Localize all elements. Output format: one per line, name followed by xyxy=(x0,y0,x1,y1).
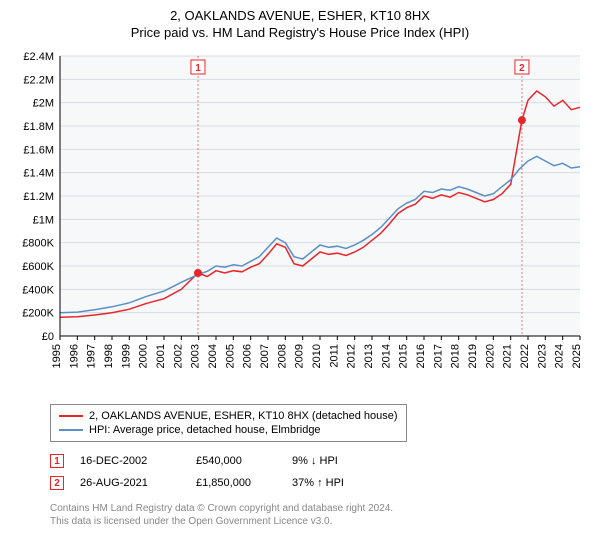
sale-hpi-delta: 9% ↓ HPI xyxy=(292,455,338,467)
svg-text:£400K: £400K xyxy=(22,284,54,296)
svg-text:£2M: £2M xyxy=(33,98,54,110)
legend-swatch xyxy=(59,429,83,431)
svg-text:2016: 2016 xyxy=(415,344,427,368)
sale-hpi-delta: 37% ↑ HPI xyxy=(292,477,344,489)
svg-text:1: 1 xyxy=(195,63,201,74)
footer-attribution: Contains HM Land Registry data © Crown c… xyxy=(50,502,590,528)
legend-swatch xyxy=(59,415,83,417)
sale-marker-badge: 2 xyxy=(50,476,64,490)
sales-table: 1 16-DEC-2002 £540,000 9% ↓ HPI 2 26-AUG-2021… xyxy=(50,450,590,494)
svg-text:£600K: £600K xyxy=(22,261,54,273)
svg-text:2006: 2006 xyxy=(242,344,254,368)
svg-text:2007: 2007 xyxy=(259,344,271,368)
legend-label: 2, OAKLANDS AVENUE, ESHER, KT10 8HX (det… xyxy=(89,410,398,422)
sale-marker-badge: 1 xyxy=(50,454,64,468)
sale-date: 26-AUG-2021 xyxy=(80,477,180,489)
svg-text:£1.8M: £1.8M xyxy=(23,121,54,133)
svg-text:2011: 2011 xyxy=(328,344,340,368)
svg-text:£800K: £800K xyxy=(22,238,54,250)
svg-text:£1.6M: £1.6M xyxy=(23,144,54,156)
svg-text:1999: 1999 xyxy=(120,344,132,368)
svg-text:2008: 2008 xyxy=(276,344,288,368)
svg-text:£0: £0 xyxy=(42,331,54,343)
svg-text:1998: 1998 xyxy=(103,344,115,368)
sale-row: 1 16-DEC-2002 £540,000 9% ↓ HPI xyxy=(50,450,590,472)
svg-text:2019: 2019 xyxy=(467,344,479,368)
svg-text:2025: 2025 xyxy=(571,344,583,368)
svg-text:2004: 2004 xyxy=(207,344,219,368)
chart-title-line1: 2, OAKLANDS AVENUE, ESHER, KT10 8HX xyxy=(10,8,590,23)
legend-item: HPI: Average price, detached house, Elmb… xyxy=(59,423,398,437)
svg-text:2: 2 xyxy=(519,63,525,74)
svg-text:£2.2M: £2.2M xyxy=(23,74,54,86)
footer-line1: Contains HM Land Registry data © Crown c… xyxy=(50,502,590,515)
svg-text:£1M: £1M xyxy=(33,214,54,226)
sale-price: £540,000 xyxy=(196,455,276,467)
svg-text:£1.2M: £1.2M xyxy=(23,191,54,203)
legend-label: HPI: Average price, detached house, Elmb… xyxy=(89,424,321,436)
svg-text:2000: 2000 xyxy=(138,344,150,368)
svg-text:1995: 1995 xyxy=(51,344,63,368)
svg-text:2022: 2022 xyxy=(519,344,531,368)
price-chart-svg: £0 £200K £400K £600K £800K £1M £1.2M £1.4M £1.6M… xyxy=(10,46,590,396)
svg-text:2001: 2001 xyxy=(155,344,167,368)
svg-text:2023: 2023 xyxy=(536,344,548,368)
svg-text:£1.4M: £1.4M xyxy=(23,168,54,180)
sale-price: £1,850,000 xyxy=(196,477,276,489)
footer-line2: This data is licensed under the Open Gov… xyxy=(50,515,590,528)
sale-date: 16-DEC-2002 xyxy=(80,455,180,467)
chart-area: £0 £200K £400K £600K £800K £1M £1.2M £1.4M £1.6M… xyxy=(10,46,590,396)
svg-text:£200K: £200K xyxy=(22,308,54,320)
svg-text:2010: 2010 xyxy=(311,344,323,368)
legend-item: 2, OAKLANDS AVENUE, ESHER, KT10 8HX (det… xyxy=(59,409,398,423)
svg-text:2012: 2012 xyxy=(346,344,358,368)
chart-title-block: 2, OAKLANDS AVENUE, ESHER, KT10 8HX Pric… xyxy=(10,8,590,40)
svg-text:2005: 2005 xyxy=(224,344,236,368)
svg-text:2013: 2013 xyxy=(363,344,375,368)
sale-row: 2 26-AUG-2021 £1,850,000 37% ↑ HPI xyxy=(50,472,590,494)
svg-text:2014: 2014 xyxy=(380,344,392,368)
svg-text:1996: 1996 xyxy=(68,344,80,368)
svg-text:1997: 1997 xyxy=(86,344,98,368)
svg-text:2002: 2002 xyxy=(172,344,184,368)
svg-text:2021: 2021 xyxy=(502,344,514,368)
chart-title-line2: Price paid vs. HM Land Registry's House … xyxy=(10,25,590,40)
svg-text:2018: 2018 xyxy=(450,344,462,368)
svg-text:2003: 2003 xyxy=(190,344,202,368)
svg-text:2015: 2015 xyxy=(398,344,410,368)
legend: 2, OAKLANDS AVENUE, ESHER, KT10 8HX (det… xyxy=(50,404,407,442)
svg-text:£2.4M: £2.4M xyxy=(23,51,54,63)
svg-text:2017: 2017 xyxy=(432,344,444,368)
svg-text:2009: 2009 xyxy=(294,344,306,368)
svg-text:2020: 2020 xyxy=(484,344,496,368)
svg-text:2024: 2024 xyxy=(554,344,566,368)
